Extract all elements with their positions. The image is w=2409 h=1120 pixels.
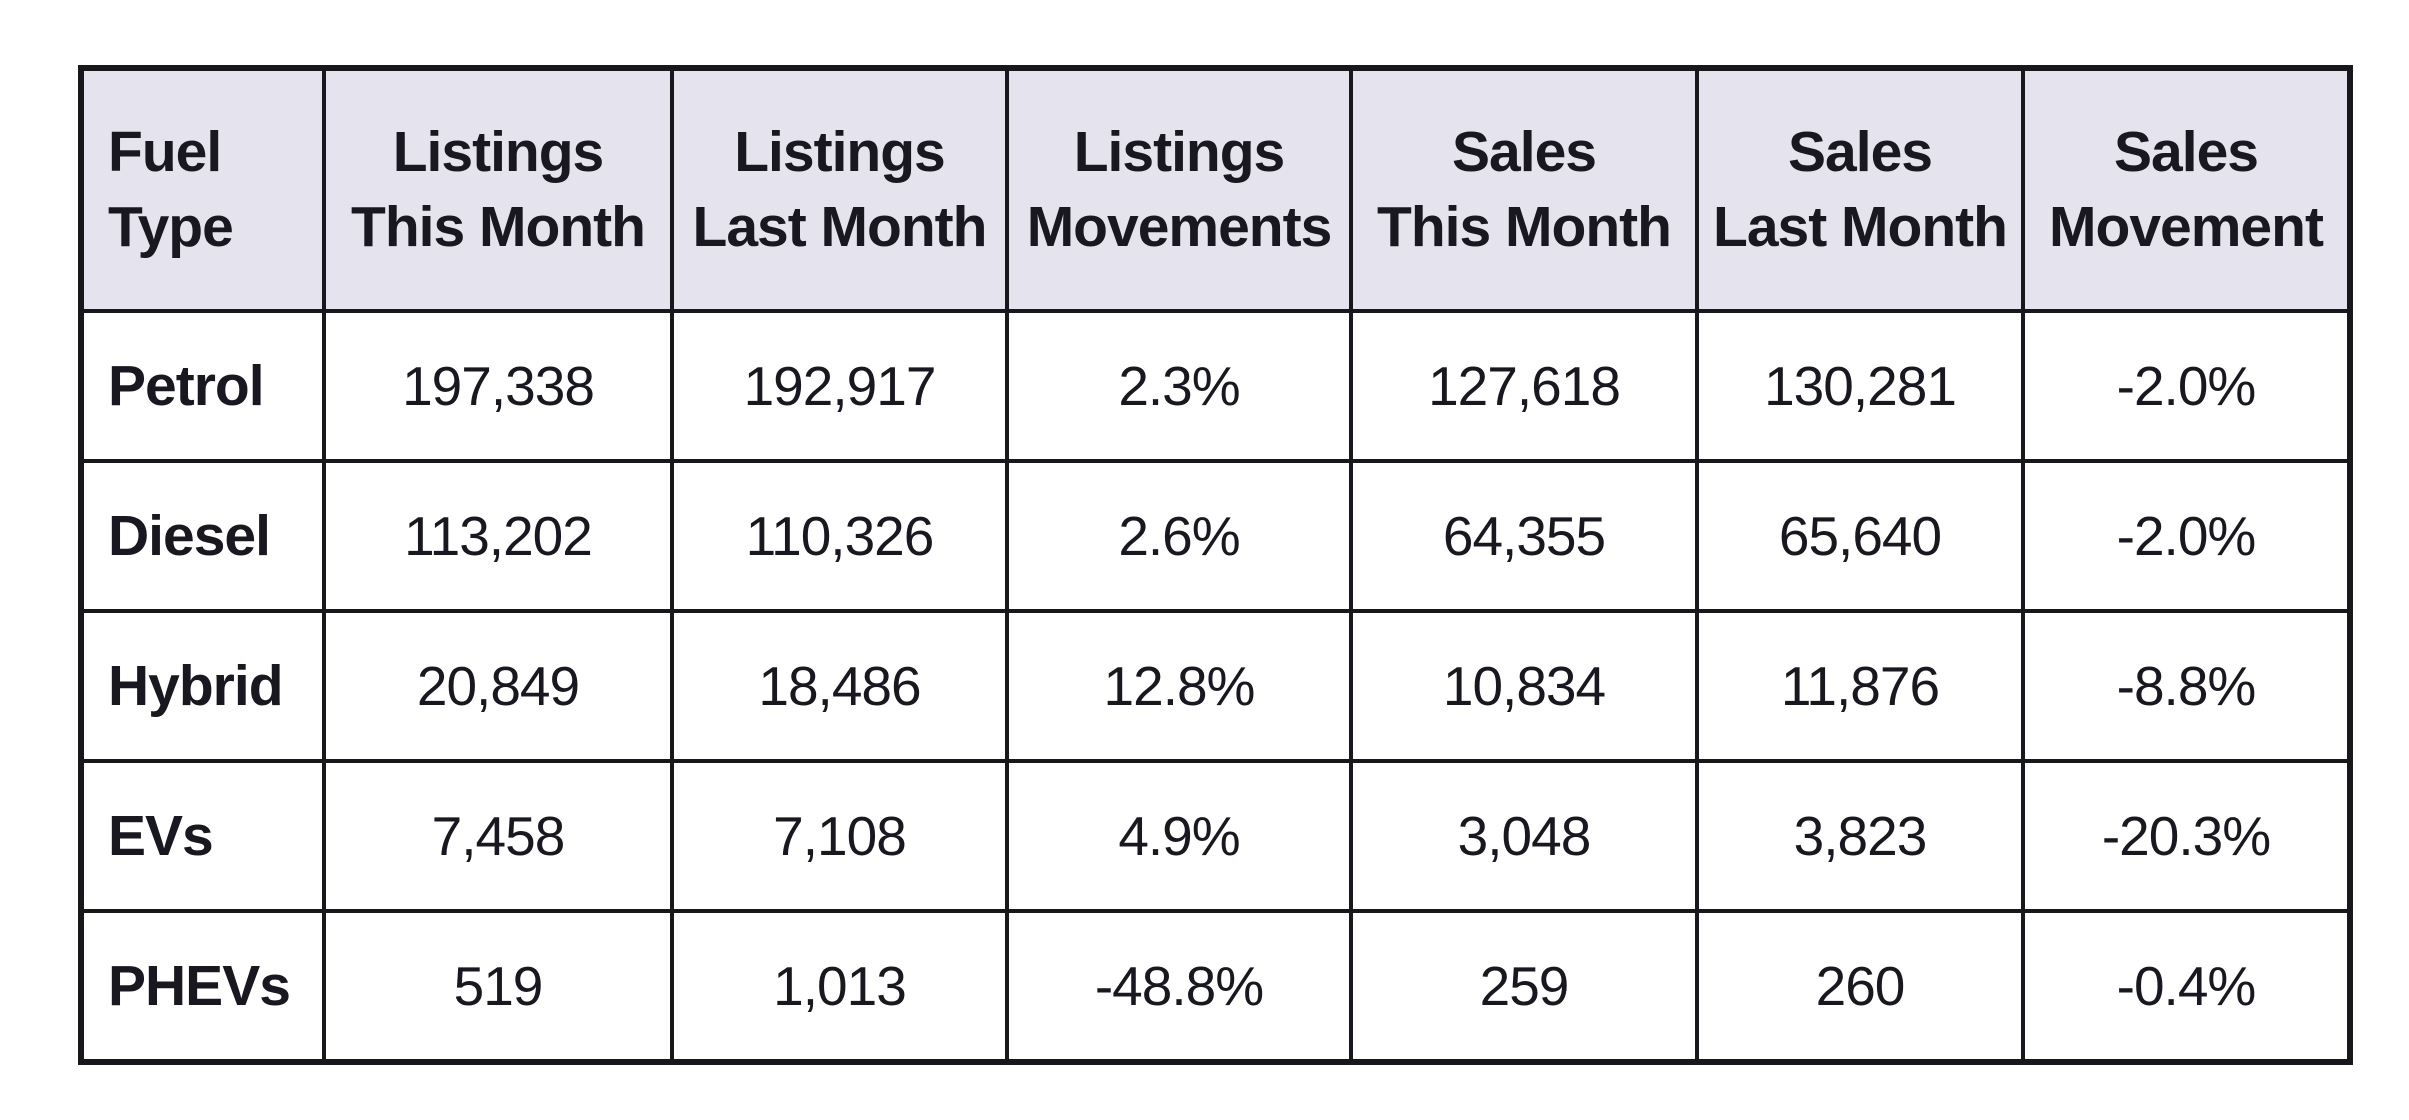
- header-line: This Month: [351, 195, 646, 259]
- fuel-table: Fuel Type Listings This Month Listings L…: [78, 65, 2353, 1065]
- fuel-type-cell: EVs: [79, 759, 326, 913]
- fuel-type-cell: Hybrid: [79, 609, 326, 763]
- data-cell: 18,486: [670, 609, 1009, 763]
- header-line: Sales: [1788, 119, 1933, 184]
- data-cell: 3,823: [1695, 759, 2025, 913]
- data-cell: 192,917: [670, 309, 1009, 463]
- header-line: Sales: [2114, 119, 2259, 184]
- header-line: Movement: [2049, 195, 2324, 259]
- header-line: Movements: [1026, 195, 1333, 259]
- fuel-type-cell: Petrol: [79, 309, 326, 463]
- data-cell: 3,048: [1349, 759, 1699, 913]
- column-header-sales-movement: Sales Movement: [2021, 66, 2352, 313]
- header-row: Fuel Type Listings This Month Listings L…: [79, 66, 2352, 313]
- data-cell: 113,202: [322, 459, 674, 613]
- header-line: Sales: [1452, 119, 1597, 184]
- header-line: Listings: [734, 119, 946, 184]
- header-line: Listings: [392, 119, 605, 184]
- column-header-sales-last-month: Sales Last Month: [1695, 66, 2025, 313]
- data-cell: 65,640: [1695, 459, 2025, 613]
- data-cell: 20,849: [322, 609, 674, 763]
- header-line: Listings: [1073, 119, 1286, 184]
- table-row-petrol: Petrol 197,338 192,917 2.3% 127,618 130,…: [79, 309, 2352, 463]
- header-line: Type: [108, 195, 234, 259]
- data-cell: 1,013: [670, 909, 1009, 1064]
- data-cell: 7,458: [322, 759, 674, 913]
- column-header-sales-this-month: Sales This Month: [1349, 66, 1699, 313]
- data-cell: -2.0%: [2021, 309, 2352, 463]
- table-header: Fuel Type Listings This Month Listings L…: [79, 66, 2352, 313]
- column-header-listings-movements: Listings Movements: [1005, 66, 1353, 313]
- table-row-hybrid: Hybrid 20,849 18,486 12.8% 10,834 11,876…: [79, 609, 2352, 763]
- header-line: Last Month: [692, 195, 988, 259]
- data-cell: 64,355: [1349, 459, 1699, 613]
- table-row-evs: EVs 7,458 7,108 4.9% 3,048 3,823 -20.3%: [79, 759, 2352, 913]
- data-cell: 2.3%: [1005, 309, 1353, 463]
- table-row-diesel: Diesel 113,202 110,326 2.6% 64,355 65,64…: [79, 459, 2352, 613]
- data-cell: -2.0%: [2021, 459, 2352, 613]
- data-cell: 12.8%: [1005, 609, 1353, 763]
- data-cell: 260: [1695, 909, 2025, 1064]
- column-header-fuel-type: Fuel Type: [79, 66, 326, 313]
- header-line: This Month: [1377, 195, 1672, 259]
- column-header-listings-last-month: Listings Last Month: [670, 66, 1009, 313]
- data-cell: 127,618: [1349, 309, 1699, 463]
- data-cell: 110,326: [670, 459, 1009, 613]
- data-cell: 11,876: [1695, 609, 2025, 763]
- data-cell: 4.9%: [1005, 759, 1353, 913]
- data-cell: 10,834: [1349, 609, 1699, 763]
- table-row-phevs: PHEVs 519 1,013 -48.8% 259 260 -0.4%: [79, 909, 2352, 1064]
- data-cell: -48.8%: [1005, 909, 1353, 1064]
- data-cell: 197,338: [322, 309, 674, 463]
- table-body: Petrol 197,338 192,917 2.3% 127,618 130,…: [79, 309, 2352, 1064]
- data-cell: -0.4%: [2021, 909, 2352, 1064]
- data-cell: 2.6%: [1005, 459, 1353, 613]
- fuel-type-cell: PHEVs: [79, 909, 326, 1064]
- data-cell: 7,108: [670, 759, 1009, 913]
- data-cell: 259: [1349, 909, 1699, 1064]
- data-cell: 130,281: [1695, 309, 2025, 463]
- header-line: Last Month: [1713, 195, 2008, 259]
- data-cell: -20.3%: [2021, 759, 2352, 913]
- fuel-table-figure: Fuel Type Listings This Month Listings L…: [78, 65, 2353, 1065]
- data-cell: -8.8%: [2021, 609, 2352, 763]
- data-cell: 519: [322, 909, 674, 1064]
- header-line: Fuel: [108, 119, 222, 184]
- fuel-type-cell: Diesel: [79, 459, 326, 613]
- column-header-listings-this-month: Listings This Month: [322, 66, 674, 313]
